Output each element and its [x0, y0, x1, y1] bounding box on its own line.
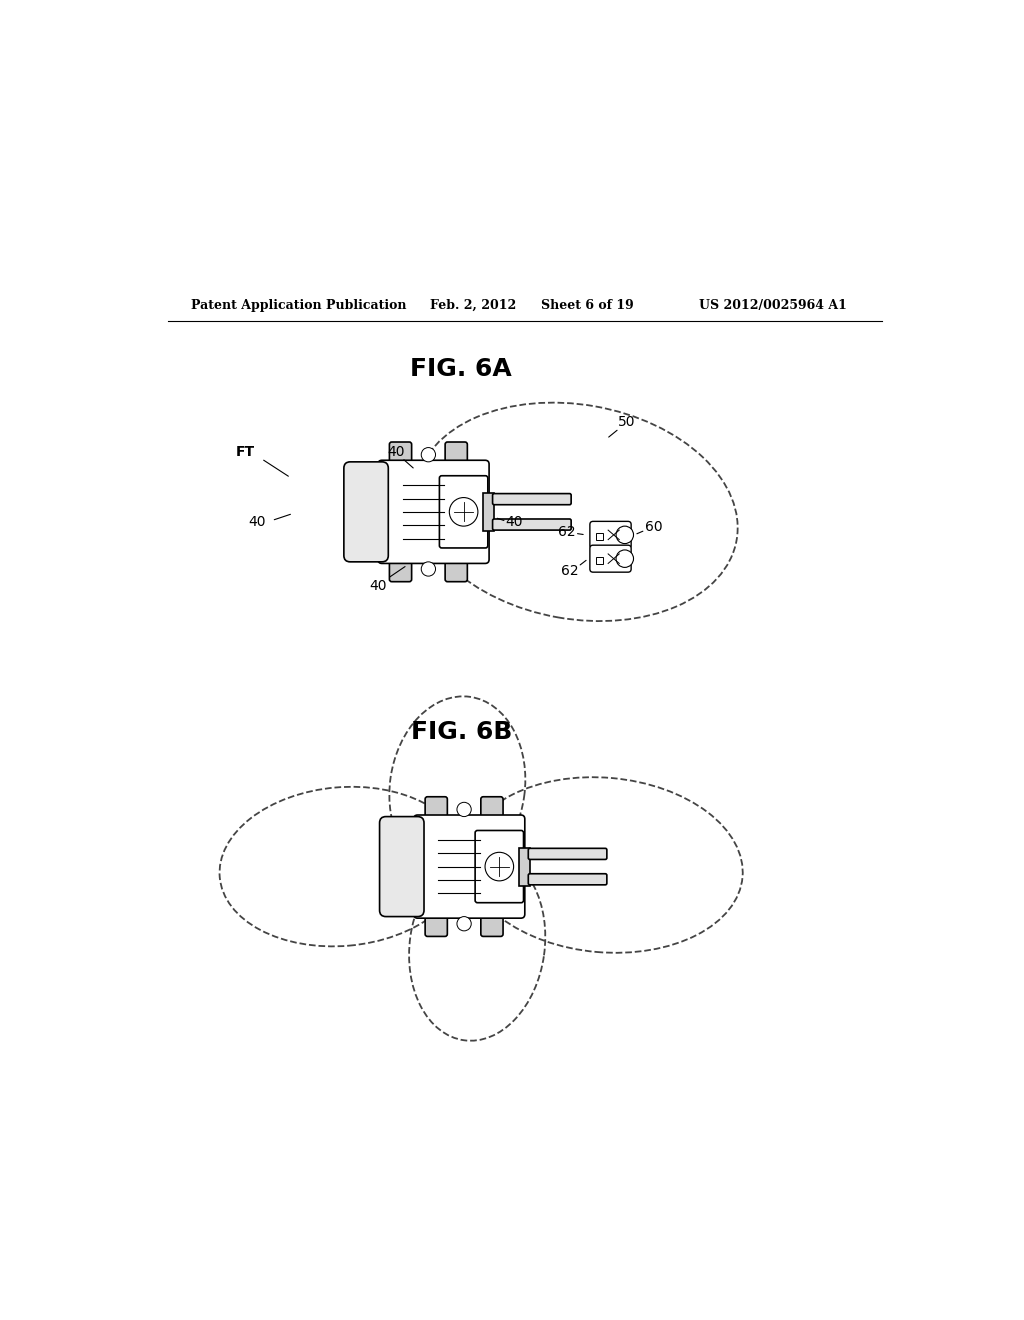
- Text: FIG. 6A: FIG. 6A: [411, 356, 512, 381]
- Text: 60: 60: [644, 520, 663, 533]
- Text: Feb. 2, 2012: Feb. 2, 2012: [430, 300, 516, 312]
- Text: 62: 62: [558, 525, 575, 540]
- FancyBboxPatch shape: [445, 557, 467, 582]
- FancyBboxPatch shape: [596, 533, 603, 540]
- Circle shape: [421, 562, 435, 576]
- Circle shape: [450, 498, 478, 527]
- Circle shape: [421, 447, 435, 462]
- FancyBboxPatch shape: [483, 492, 495, 531]
- Text: 40: 40: [387, 445, 404, 458]
- FancyBboxPatch shape: [445, 442, 467, 466]
- Text: Patent Application Publication: Patent Application Publication: [191, 300, 407, 312]
- FancyBboxPatch shape: [590, 545, 631, 572]
- FancyBboxPatch shape: [528, 874, 607, 884]
- Text: 40: 40: [370, 578, 387, 593]
- Text: 40: 40: [249, 515, 266, 529]
- Text: 62: 62: [561, 565, 579, 578]
- FancyBboxPatch shape: [590, 521, 631, 548]
- FancyBboxPatch shape: [481, 912, 503, 936]
- FancyBboxPatch shape: [481, 797, 503, 821]
- Text: 50: 50: [617, 416, 635, 429]
- Circle shape: [457, 916, 471, 931]
- FancyBboxPatch shape: [439, 475, 487, 548]
- FancyBboxPatch shape: [389, 442, 412, 466]
- Text: FT: FT: [236, 445, 255, 459]
- FancyBboxPatch shape: [389, 557, 412, 582]
- FancyBboxPatch shape: [519, 847, 529, 886]
- FancyBboxPatch shape: [493, 494, 571, 504]
- FancyBboxPatch shape: [414, 814, 524, 919]
- Text: 40: 40: [506, 515, 523, 529]
- FancyBboxPatch shape: [425, 912, 447, 936]
- Circle shape: [616, 550, 634, 568]
- FancyBboxPatch shape: [378, 461, 489, 564]
- FancyBboxPatch shape: [493, 519, 571, 531]
- Text: FIG. 6B: FIG. 6B: [411, 719, 512, 743]
- Circle shape: [485, 853, 514, 880]
- Circle shape: [457, 803, 471, 817]
- FancyBboxPatch shape: [344, 462, 388, 562]
- Circle shape: [616, 527, 634, 544]
- Text: Sheet 6 of 19: Sheet 6 of 19: [541, 300, 634, 312]
- FancyBboxPatch shape: [596, 557, 603, 564]
- FancyBboxPatch shape: [425, 797, 447, 821]
- FancyBboxPatch shape: [380, 817, 424, 916]
- FancyBboxPatch shape: [528, 849, 607, 859]
- FancyBboxPatch shape: [475, 830, 523, 903]
- Text: US 2012/0025964 A1: US 2012/0025964 A1: [699, 300, 847, 312]
